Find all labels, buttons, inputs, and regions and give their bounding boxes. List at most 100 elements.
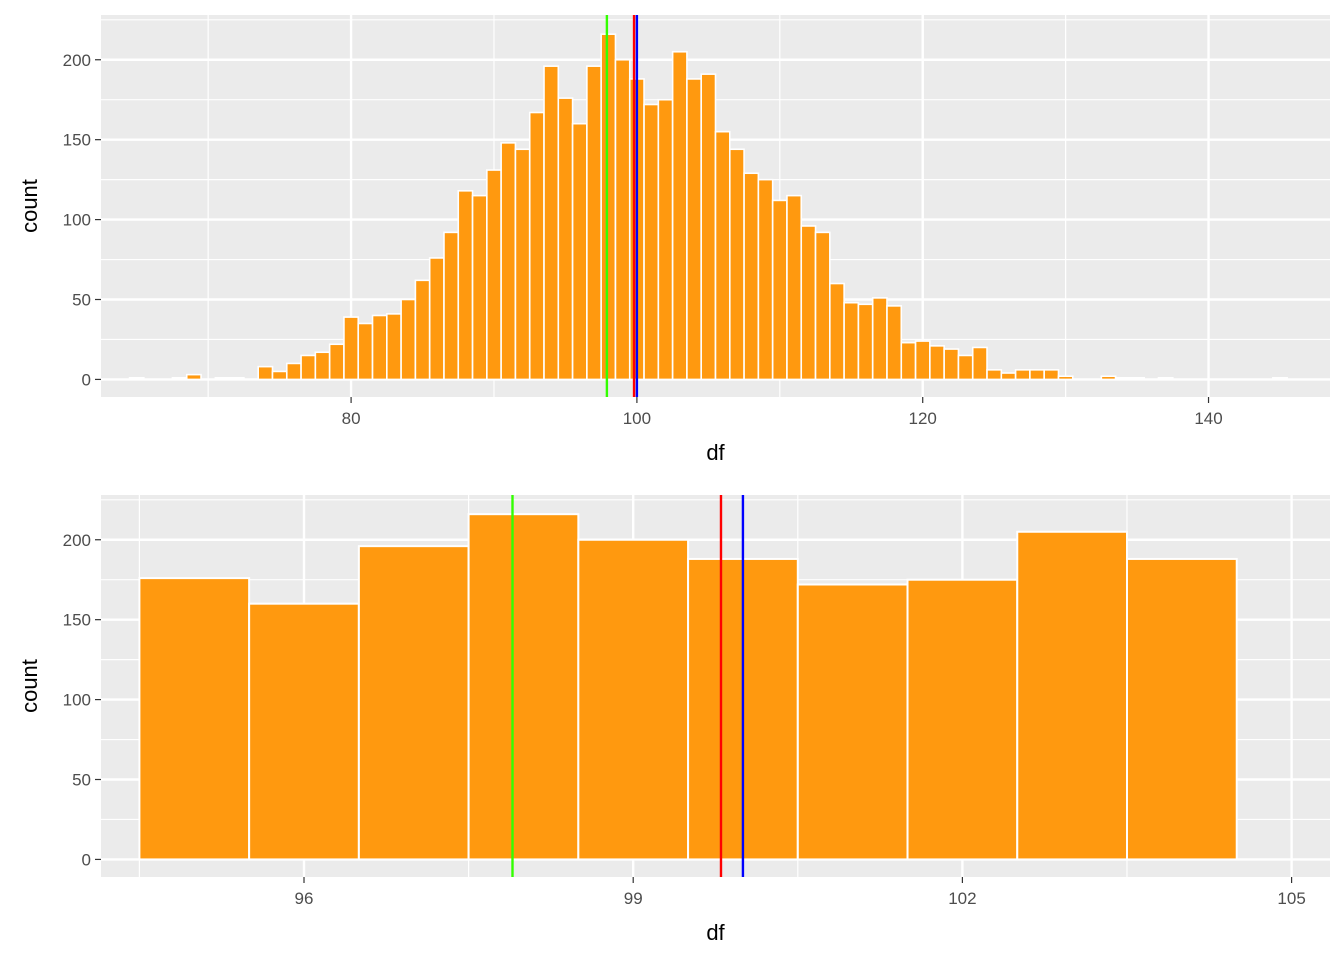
histogram-bar (343, 316, 360, 381)
histogram-bar (1014, 369, 1031, 381)
y-tick-label: 100 (63, 211, 91, 230)
histogram-bar (957, 354, 974, 381)
histogram-bar (657, 98, 674, 381)
x-tick-label: 120 (909, 409, 937, 428)
histogram-bar (414, 279, 431, 381)
histogram-bar (929, 345, 945, 381)
histogram-bar (1057, 375, 1074, 381)
y-tick-label: 100 (63, 691, 91, 710)
histogram-bar (1114, 377, 1131, 381)
histogram-bar (328, 343, 345, 381)
histogram-bar (428, 257, 445, 381)
histogram-bar (1029, 369, 1045, 381)
histogram-bar (514, 148, 531, 381)
histogram-bar (300, 354, 317, 381)
histogram-bar (886, 305, 903, 381)
histogram-bar (257, 365, 274, 381)
histogram-bar (614, 58, 631, 381)
histogram-bar (757, 178, 774, 381)
histogram-bar (386, 313, 402, 381)
y-tick-label: 200 (63, 531, 91, 550)
histogram-bar (700, 73, 717, 381)
histogram-bar (906, 578, 1019, 861)
histogram-bar (643, 103, 660, 381)
histogram-bar (857, 303, 874, 381)
histogram-bar (871, 297, 888, 381)
y-tick-label: 150 (63, 611, 91, 630)
histogram-panel-full-range: 80 100 120 140 0 50 100 150 200 df count (17, 15, 1330, 465)
histogram-bar (185, 373, 202, 381)
histogram-bar (800, 225, 817, 381)
x-tick-label: 96 (295, 889, 314, 908)
histogram-bar (914, 340, 931, 381)
histogram-bar (248, 602, 360, 861)
histogram-bar (528, 111, 545, 381)
histogram-bar (843, 301, 860, 381)
histogram-bar (600, 33, 617, 381)
x-tick-label: 140 (1194, 409, 1222, 428)
y-tick-label: 150 (63, 131, 91, 150)
histogram-bar (171, 377, 188, 381)
histogram-bar (467, 513, 580, 861)
y-axis-title: count (17, 179, 42, 233)
histogram-bar (557, 97, 574, 381)
histogram-bar (786, 194, 803, 381)
histogram-bar (357, 322, 374, 381)
histogram-bar (357, 545, 470, 861)
histogram-bar (671, 50, 688, 381)
histogram-bar (728, 148, 745, 381)
histogram-bar (228, 377, 245, 381)
histogram-bar (971, 346, 988, 381)
histogram-bar (796, 583, 909, 861)
histogram-bar (829, 282, 845, 381)
histogram-bar (586, 65, 602, 381)
histogram-bar (1129, 377, 1146, 381)
histogram-bar (128, 377, 145, 381)
x-tick-label: 102 (948, 889, 976, 908)
histogram-bar (314, 351, 331, 381)
histogram-bar (1100, 375, 1117, 381)
histogram-bar (577, 538, 690, 861)
histogram-bar (743, 172, 760, 381)
histogram-bar (1000, 372, 1017, 381)
histogram-bar (543, 65, 560, 381)
histogram-bar (486, 169, 502, 381)
x-tick-label: 100 (623, 409, 651, 428)
y-tick-label: 0 (82, 370, 91, 389)
histogram-bar (371, 314, 388, 381)
histogram-bar (471, 194, 488, 381)
histogram-bar (1157, 377, 1174, 381)
y-axis-title: count (17, 659, 42, 713)
histogram-bar (138, 577, 251, 861)
x-tick-label: 80 (342, 409, 361, 428)
histogram-bar (814, 231, 831, 381)
histogram-bar (943, 348, 960, 381)
histogram-bar (457, 190, 474, 381)
x-axis-title: df (706, 440, 725, 465)
histogram-bar (1125, 557, 1238, 861)
histogram-bar (214, 377, 231, 381)
histogram-bar (271, 370, 288, 381)
histogram-bar (1043, 369, 1060, 381)
histogram-bar (285, 362, 302, 381)
histogram-bar (771, 199, 788, 381)
histogram-panel-zoomed: 96 99 102 105 0 50 100 150 200 df count (17, 495, 1330, 945)
histogram-bar (443, 231, 460, 381)
x-tick-label: 99 (624, 889, 643, 908)
histogram-bar (1272, 377, 1288, 381)
y-tick-label: 50 (72, 291, 91, 310)
histogram-bar (400, 298, 417, 381)
y-tick-label: 0 (82, 850, 91, 869)
histogram-bar (714, 130, 731, 381)
histogram-bar (900, 341, 917, 381)
histogram-bar (571, 122, 588, 381)
y-tick-label: 200 (63, 51, 91, 70)
x-tick-label: 105 (1277, 889, 1305, 908)
x-axis-title: df (706, 920, 725, 945)
histogram-bar (686, 78, 703, 381)
y-tick-label: 50 (72, 771, 91, 790)
histogram-bar (986, 369, 1003, 381)
histogram-bar (1016, 530, 1128, 861)
histogram-bar (500, 142, 517, 381)
